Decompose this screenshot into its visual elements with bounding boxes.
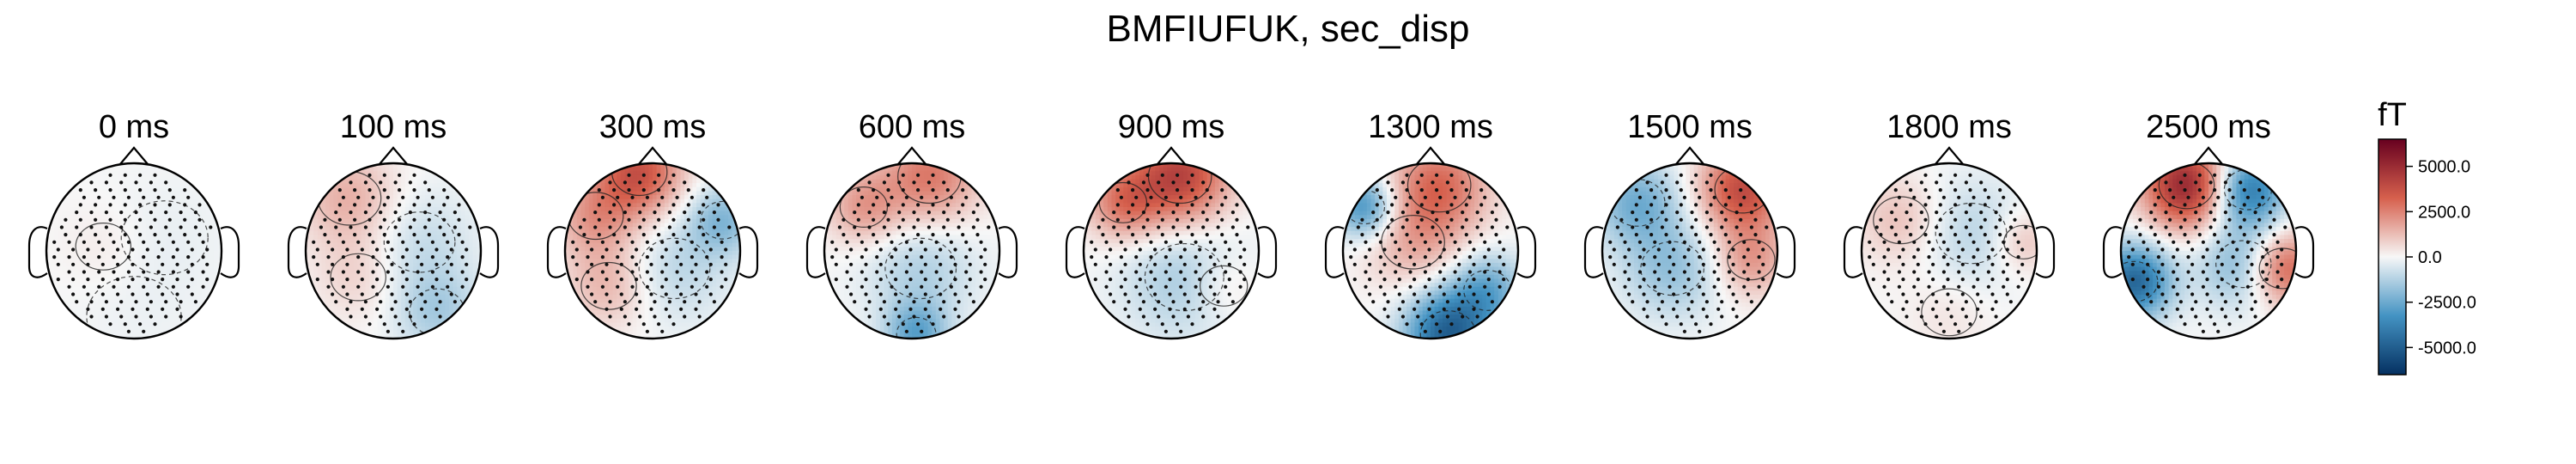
topomap-label: 0 ms [99, 109, 169, 145]
sensor-dots [1090, 173, 1250, 333]
head-outline [2119, 162, 2298, 340]
topomap-label: 1300 ms [1368, 109, 1493, 145]
nose [1675, 146, 1704, 165]
colorbar-tick-label: -2500.0 [2418, 294, 2476, 313]
sensor-dots [52, 173, 213, 333]
ear-right [998, 226, 1018, 278]
topomap-5: 1300 ms [1324, 109, 1537, 340]
colorbar-tick-label: -5000.0 [2418, 339, 2476, 357]
colorbar-tick-label: 2500.0 [2418, 203, 2470, 222]
figure-title: BMFIUFUK, sec_disp [1106, 8, 1470, 50]
colorbar-unit-label: fT [2378, 97, 2407, 133]
topomap-label: 1500 ms [1627, 109, 1753, 145]
sensor-dots [1349, 173, 1510, 333]
nose [1157, 146, 1186, 165]
nose [2194, 146, 2223, 165]
sensor-dots [2127, 173, 2287, 333]
topomap-label: 900 ms [1118, 109, 1225, 145]
colorbar-gradient [2378, 138, 2407, 375]
ear-right [2294, 226, 2315, 278]
topomap-label: 600 ms [859, 109, 966, 145]
colorbar: 5000.0 2500.0 0.0 -2500.0 -5000.0 [2378, 138, 2476, 375]
topomap-field [46, 163, 222, 339]
topomap-1: 100 ms [287, 109, 500, 340]
topomap-2: 300 ms [546, 109, 759, 340]
topomap-field [1084, 163, 1259, 339]
ear-right [1776, 226, 1796, 278]
ear-right [1516, 226, 1537, 278]
nose [379, 146, 408, 165]
colorbar-tick-label: 0.0 [2418, 248, 2442, 267]
ear-right [220, 226, 240, 278]
head-outline [1082, 162, 1261, 340]
sensor-dots [1868, 173, 2028, 333]
nose [897, 146, 927, 165]
head-outline [1860, 162, 2038, 340]
ear-left [1843, 226, 1863, 278]
sensor-dots [571, 173, 732, 333]
ear-right [2035, 226, 2056, 278]
topomap-8: 2500 ms [2102, 109, 2315, 340]
head-outline [1601, 162, 1779, 340]
ear-right [1257, 226, 1278, 278]
head-outline [304, 162, 483, 340]
nose [1416, 146, 1445, 165]
ear-left [287, 226, 307, 278]
ear-left [27, 226, 48, 278]
topomap-3: 600 ms [805, 109, 1018, 340]
ear-left [1324, 226, 1345, 278]
ear-left [1583, 226, 1604, 278]
nose [119, 146, 149, 165]
topomap-4: 900 ms [1065, 109, 1278, 340]
ear-right [738, 226, 759, 278]
topomap-7: 1800 ms [1843, 109, 2056, 340]
sensor-dots [1608, 173, 1769, 333]
head-outline [563, 162, 742, 340]
ear-left [2102, 226, 2123, 278]
head-outline [1341, 162, 1520, 340]
topomap-6: 1500 ms [1583, 109, 1796, 340]
ear-left [1065, 226, 1085, 278]
topomap-0: 0 ms [27, 109, 240, 340]
sensor-dots [830, 173, 991, 333]
head-outline [823, 162, 1001, 340]
head-outline [45, 162, 223, 340]
sensor-dots [312, 173, 472, 333]
topomap-label: 1800 ms [1886, 109, 2012, 145]
ear-left [546, 226, 567, 278]
topomap-label: 300 ms [599, 109, 707, 145]
ear-right [479, 226, 500, 278]
nose [1935, 146, 1964, 165]
nose [638, 146, 667, 165]
ear-left [805, 226, 826, 278]
colorbar-tick-label: 5000.0 [2418, 158, 2470, 177]
topomap-label: 2500 ms [2146, 109, 2271, 145]
topomap-label: 100 ms [340, 109, 447, 145]
